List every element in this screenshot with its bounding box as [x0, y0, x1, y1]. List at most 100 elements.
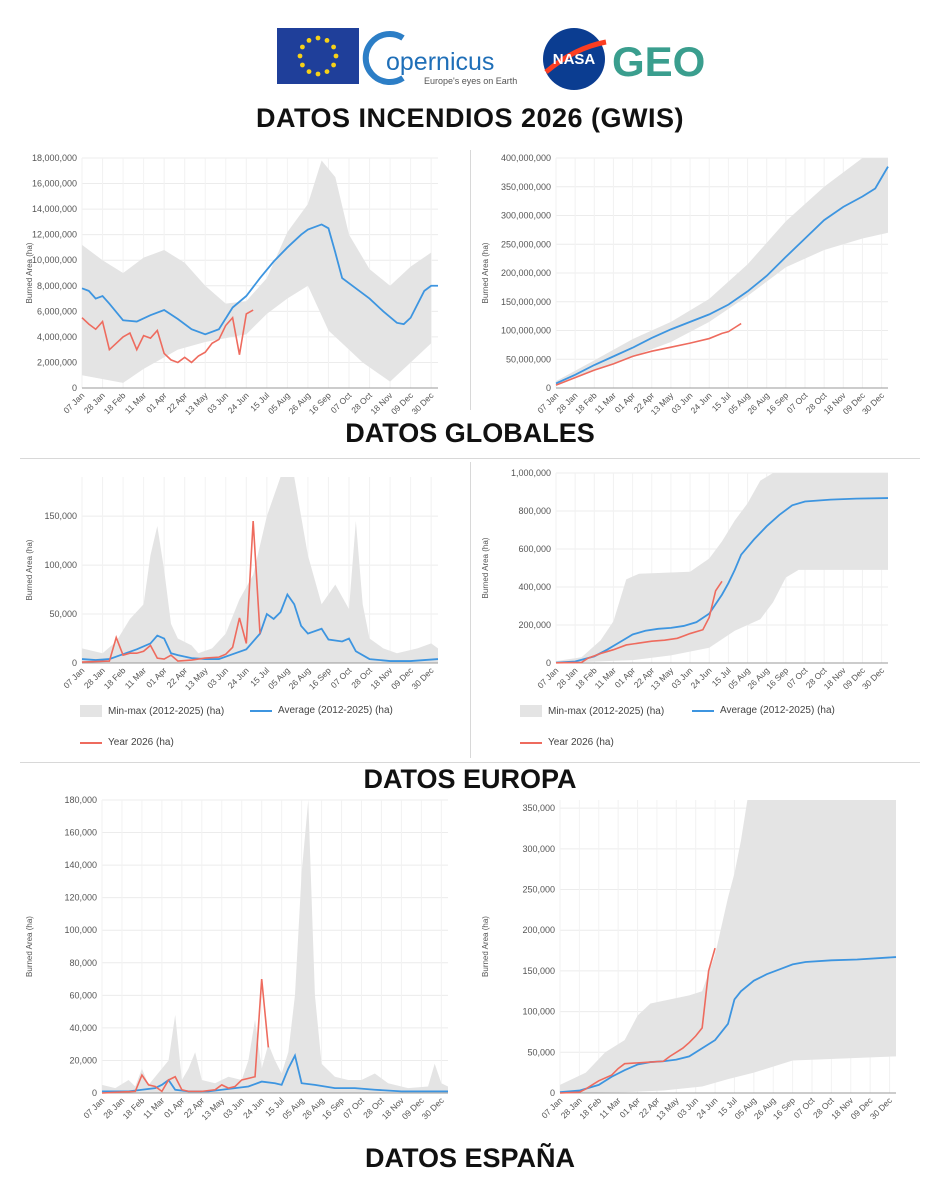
series-average-line — [81, 223, 438, 336]
legend-item-average: Average (2012-2025) (ha) — [692, 705, 835, 716]
x-tick-label: 01 Apr — [613, 390, 638, 415]
eu-star-icon — [331, 44, 336, 50]
minmax-band — [102, 800, 448, 1093]
x-tick-label: 13 May — [199, 1095, 226, 1122]
x-tick-label: 07 Oct — [329, 665, 354, 690]
x-tick-label: 16 Sep — [320, 1095, 346, 1121]
y-tick-label: 0 — [550, 1088, 555, 1098]
x-tick-label: 11 Mar — [123, 390, 148, 415]
y-tick-label: 160,000 — [64, 828, 97, 838]
series-average-line — [559, 956, 897, 1094]
y-tick-label: 250,000,000 — [501, 239, 551, 249]
nasa-logo: NASA — [543, 28, 607, 90]
eu-star-icon — [324, 69, 330, 74]
legend-swatch-average — [250, 709, 272, 712]
series-year-line — [81, 309, 254, 364]
y-tick-label: 50,000 — [49, 609, 77, 619]
section-title-europe: DATOS EUROPA — [363, 764, 577, 794]
x-tick-label: 16 Sep — [771, 1095, 797, 1121]
legend-item-average: Average (2012-2025) (ha) — [250, 705, 393, 716]
x-tick-label: 30 Dec — [420, 1095, 447, 1122]
x-tick-label: 11 Mar — [597, 1095, 622, 1120]
x-tick-label: 24 Jun — [241, 1095, 266, 1120]
x-tick-label: 30 Dec — [409, 390, 436, 415]
y-tick-label: 400,000 — [518, 582, 551, 592]
y-tick-label: 20,000 — [69, 1055, 97, 1065]
separator — [470, 150, 471, 410]
y-axis-label: Burned Area (ha) — [25, 242, 34, 303]
x-tick-label: 30 Dec — [860, 665, 887, 692]
series-year-line — [559, 947, 716, 1094]
x-tick-label: 24 Jun — [226, 665, 251, 690]
y-tick-label: 0 — [72, 383, 77, 393]
separator — [470, 462, 471, 758]
x-tick-label: 30 Dec — [860, 390, 887, 415]
x-tick-label: 07 Oct — [341, 1095, 366, 1120]
europe-cumulative-chart: 0200,000400,000600,000800,0001,000,00007… — [481, 468, 889, 692]
x-tick-label: 13 May — [183, 390, 210, 415]
eu-star-icon — [315, 35, 321, 41]
copernicus-logo: opernicus Europe's eyes on Earth — [362, 31, 517, 86]
x-tick-label: 24 Jun — [689, 665, 714, 690]
x-tick-label: 18 Feb — [102, 665, 128, 691]
legend-item-minmax: Min-max (2012-2025) (ha) — [80, 705, 224, 717]
eu-star-icon — [306, 38, 312, 43]
logo-strip: opernicus Europe's eyes on Earth NASA GE… — [277, 28, 705, 90]
x-tick-label: 16 Sep — [764, 665, 790, 691]
y-axis-label: Burned Area (ha) — [481, 537, 490, 598]
global-cumulative-chart: 0 50,000,000 100,000,000 150,000,000 200,000… — [481, 153, 889, 415]
legend-swatch-average — [692, 709, 714, 712]
series-average-line — [81, 592, 439, 662]
series-year-line — [555, 322, 742, 386]
eu-star-icon — [306, 69, 312, 74]
x-tick-label: 03 Jun — [221, 1095, 246, 1120]
series-average-line — [555, 166, 889, 385]
eu-star-icon — [300, 62, 305, 68]
legend-item-year: Year 2026 (ha) — [80, 737, 174, 748]
geo-wordmark: GEO — [612, 38, 705, 85]
y-tick-label: 400,000,000 — [501, 153, 551, 163]
y-tick-label: 0 — [72, 658, 77, 668]
x-tick-label: 03 Jun — [205, 390, 230, 415]
y-tick-label: 18,000,000 — [32, 153, 77, 163]
legend-swatch-band — [80, 705, 102, 717]
y-tick-label: 200,000,000 — [501, 268, 551, 278]
section-title-spain: DATOS ESPAÑA — [364, 1143, 576, 1173]
separator — [20, 458, 920, 459]
y-tick-label: 2,000,000 — [37, 357, 77, 367]
eu-star-icon — [333, 53, 339, 59]
y-tick-label: 200,000 — [518, 620, 551, 630]
x-tick-label: 13 May — [654, 1095, 681, 1122]
y-tick-label: 12,000,000 — [32, 230, 77, 240]
y-tick-label: 50,000 — [527, 1047, 555, 1057]
x-tick-label: 07 Jan — [81, 1095, 106, 1120]
x-tick-label: 30 Dec — [409, 665, 436, 692]
eu-flag-logo — [277, 28, 359, 84]
x-tick-label: 16 Sep — [307, 665, 333, 691]
spain-weekly-chart: 0 20,000 40,000 60,000 80,000 100,000 120,000 1… — [25, 795, 448, 1122]
x-tick-label: 24 Jun — [694, 1095, 719, 1120]
y-tick-label: 10,000,000 — [32, 255, 77, 265]
y-axis-label: Burned Area (ha) — [481, 242, 490, 303]
y-tick-label: 80,000 — [69, 958, 97, 968]
x-tick-label: 01 Apr — [618, 1095, 643, 1120]
minmax-band — [560, 800, 896, 1093]
x-tick-label: 18 Feb — [121, 1095, 147, 1121]
legend-item-year: Year 2026 (ha) — [520, 737, 614, 748]
series-year-line — [81, 521, 261, 663]
legend-swatch-band — [520, 705, 542, 717]
minmax-band — [82, 160, 432, 383]
copernicus-tagline: Europe's eyes on Earth — [424, 76, 517, 86]
y-tick-label: 100,000,000 — [501, 326, 551, 336]
y-tick-label: 150,000,000 — [501, 297, 551, 307]
series-average-line — [102, 1052, 448, 1093]
geo-logo: GEO — [612, 38, 705, 85]
x-tick-label: 13 May — [183, 665, 210, 692]
y-axis-label: Burned Area (ha) — [481, 916, 490, 977]
x-tick-label: 01 Apr — [144, 665, 169, 690]
y-tick-label: 16,000,000 — [32, 179, 77, 189]
y-tick-label: 150,000 — [44, 511, 77, 521]
eu-star-icon — [300, 44, 305, 50]
y-tick-label: 60,000 — [69, 990, 97, 1000]
x-tick-label: 11 Mar — [593, 390, 618, 415]
